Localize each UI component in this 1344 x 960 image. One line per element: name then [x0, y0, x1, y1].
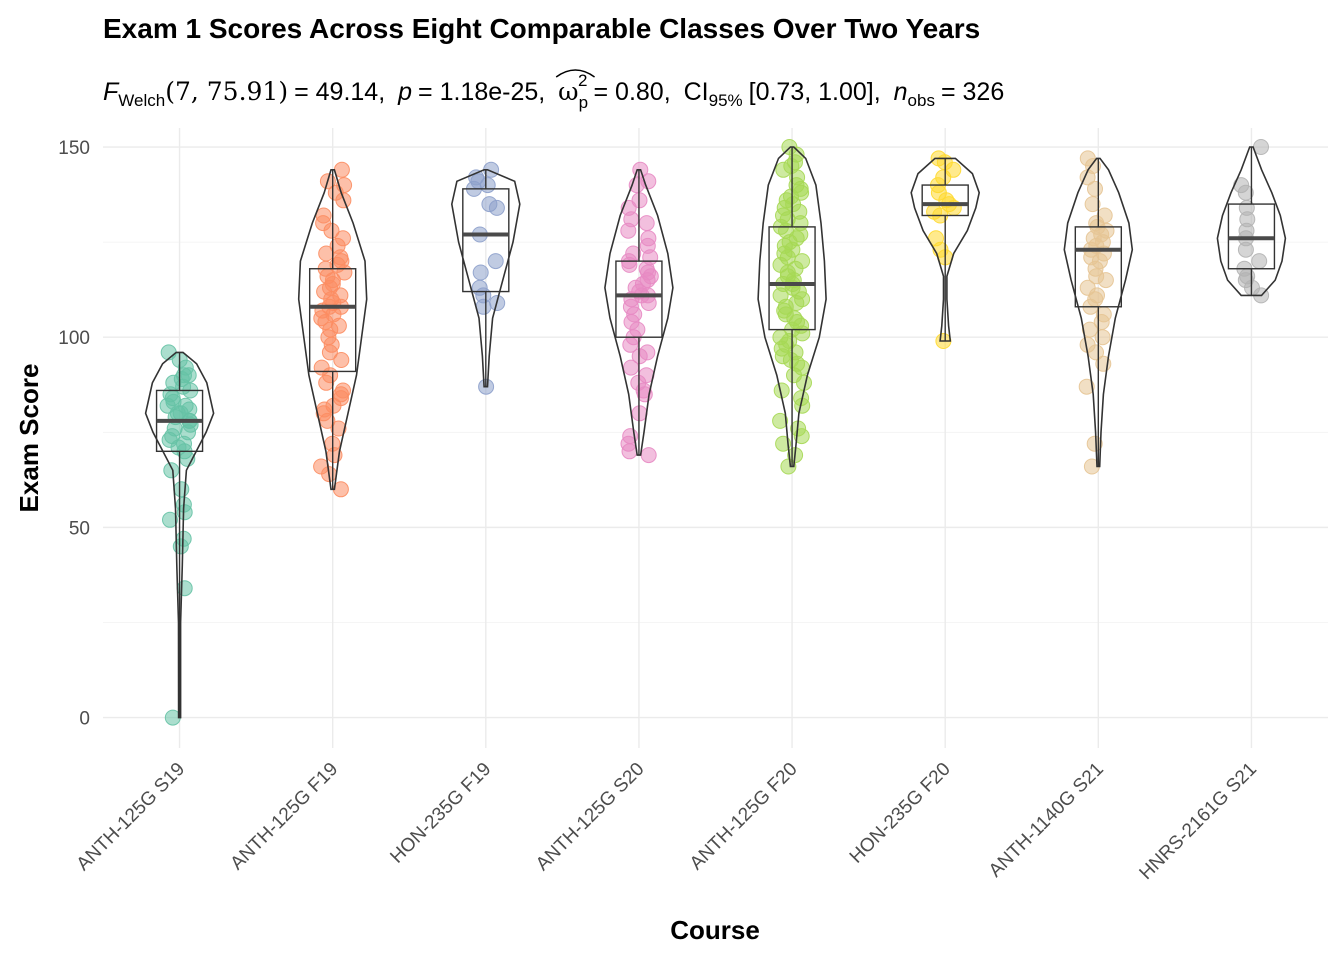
- data-point: [163, 462, 180, 479]
- subtitle-n-label: n: [894, 78, 908, 106]
- violin-group: [604, 161, 674, 464]
- y-tick-label: 100: [58, 328, 90, 349]
- data-point: [475, 298, 492, 315]
- violin-group: [1216, 139, 1287, 304]
- violin-group: [297, 161, 368, 498]
- box-iqr: [921, 184, 969, 217]
- data-point: [640, 295, 657, 311]
- data-point: [793, 428, 810, 445]
- data-point: [488, 199, 505, 216]
- box-iqr: [615, 260, 663, 338]
- x-axis-title: Course: [670, 915, 760, 945]
- data-point: [173, 481, 190, 498]
- data-point: [487, 253, 504, 270]
- violin-group: [144, 344, 215, 726]
- y-tick-label: 0: [79, 709, 90, 730]
- data-point: [1078, 378, 1095, 395]
- box-iqr: [462, 188, 510, 293]
- y-axis: 0 50 100 150: [58, 138, 90, 730]
- data-point: [621, 256, 638, 273]
- box-iqr: [308, 268, 357, 373]
- omega-hat-mark: [555, 69, 595, 78]
- subtitle-ci-label: CI: [684, 78, 709, 106]
- data-point: [472, 264, 489, 281]
- data-point: [1251, 253, 1268, 270]
- chart-title: Exam 1 Scores Across Eight Comparable Cl…: [103, 13, 980, 44]
- subtitle-n-value: = 326: [941, 78, 1004, 106]
- data-point: [176, 504, 193, 521]
- subtitle-n-sub: obs: [908, 91, 935, 110]
- violin-shape: [604, 169, 674, 456]
- data-point: [333, 352, 350, 368]
- y-tick-label: 50: [69, 518, 90, 539]
- violin-group: [450, 161, 521, 395]
- data-point: [1097, 272, 1114, 289]
- subtitle-f-args: (7, 75.91): [165, 77, 288, 106]
- data-point: [162, 511, 178, 528]
- data-point: [321, 344, 338, 361]
- x-axis: ANTH-125G S19 ANTH-125G F19 HON-235G F19 AN…: [73, 759, 1261, 884]
- x-tick-label: ANTH-125G F20: [686, 759, 802, 875]
- data-point: [640, 447, 657, 464]
- subtitle-f-sub: Welch: [118, 91, 165, 110]
- violin-shape: [144, 351, 215, 719]
- x-tick-label: ANTH-125G S19: [73, 759, 189, 875]
- violin-groups: [144, 139, 1287, 726]
- x-tick-label: HON-235G F19: [386, 759, 495, 868]
- y-tick-label: 150: [58, 138, 90, 159]
- subtitle-p-label: p: [397, 78, 412, 106]
- data-point: [794, 325, 811, 342]
- x-tick-label: ANTH-125G F19: [227, 759, 343, 875]
- data-point: [1081, 321, 1098, 338]
- violin-shape: [450, 169, 521, 388]
- violin-group: [910, 150, 981, 349]
- data-point: [318, 374, 335, 391]
- box-iqr: [1074, 226, 1123, 308]
- data-point: [1237, 241, 1254, 258]
- subtitle-f-value: = 49.14,: [294, 78, 385, 106]
- violin-shape: [1216, 146, 1287, 297]
- x-tick-label: ANTH-1140G S21: [985, 759, 1108, 882]
- subtitle-omega-sup: 2: [578, 71, 587, 90]
- subtitle-ci-value: [0.73, 1.00],: [749, 78, 881, 106]
- data-point: [1084, 196, 1101, 213]
- plot-grid: [103, 128, 1328, 748]
- data-point: [631, 348, 648, 365]
- x-tick-label: ANTH-125G S20: [532, 759, 648, 875]
- data-point: [620, 222, 637, 239]
- violin-shape: [1063, 157, 1134, 468]
- data-point: [775, 161, 792, 178]
- chart-subtitle: FWelch(7, 75.91) = 49.14, p = 1.18e-25, ωp…: [103, 71, 1004, 112]
- subtitle-ci-sub: 95%: [709, 91, 743, 110]
- data-point: [330, 420, 347, 437]
- data-point: [621, 443, 638, 460]
- data-point: [323, 222, 340, 239]
- subtitle-omega-label: ω: [558, 77, 578, 106]
- x-tick-label: HON-235G F20: [846, 759, 955, 868]
- subtitle-p-value: = 1.18e-25,: [418, 78, 545, 106]
- violin-group: [757, 139, 827, 475]
- subtitle-omega-sub: p: [579, 93, 588, 112]
- data-point: [479, 177, 496, 194]
- data-point: [775, 435, 792, 452]
- data-point: [772, 412, 789, 429]
- violin-shape: [297, 169, 368, 491]
- data-point: [638, 215, 655, 232]
- subtitle-f-label: F: [103, 78, 120, 106]
- subtitle-omega-value: = 0.80,: [594, 78, 671, 106]
- violin-shape: [910, 157, 981, 342]
- violin-group: [1063, 150, 1134, 475]
- data-point: [1088, 344, 1104, 361]
- data-point: [318, 245, 335, 262]
- box-iqr: [768, 226, 816, 331]
- x-tick-label: HNRS-2161G S21: [1136, 759, 1261, 884]
- data-point: [1094, 329, 1111, 346]
- data-point: [1087, 180, 1103, 197]
- data-point: [623, 359, 639, 376]
- y-axis-title: Exam Score: [14, 364, 44, 513]
- violin-shape: [757, 146, 827, 468]
